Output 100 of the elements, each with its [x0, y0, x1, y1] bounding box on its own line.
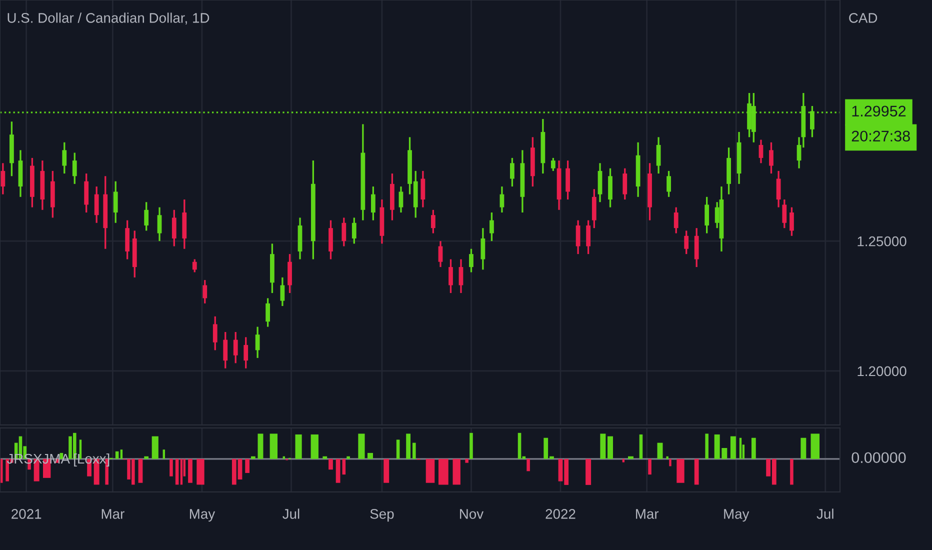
bar: [470, 432, 473, 459]
candlestick: [202, 279, 208, 304]
bar: [406, 434, 410, 459]
bar: [526, 458, 530, 472]
bar: [250, 456, 256, 459]
bar: [170, 458, 173, 476]
bar: [412, 442, 416, 459]
y-tick-label: 1.20000: [858, 366, 906, 376]
candlestick: [0, 162, 6, 196]
candlestick: [172, 209, 176, 248]
candlestick: [782, 198, 787, 229]
bar: [245, 458, 250, 473]
candlestick: [704, 196, 710, 234]
candlestick: [592, 188, 596, 229]
bar: [648, 458, 652, 475]
candlestick: [280, 276, 285, 307]
candlestick: [62, 142, 67, 174]
candlestick: [223, 331, 228, 370]
candlestick: [666, 170, 671, 198]
candlestick: [255, 326, 260, 359]
candlestick: [458, 258, 464, 294]
candlestick: [233, 331, 238, 364]
bar: [120, 450, 123, 459]
bar: [368, 452, 373, 459]
bar: [115, 451, 119, 459]
candlestick: [790, 206, 794, 237]
x-tick-label: Mar: [102, 509, 124, 519]
bar: [622, 458, 625, 462]
candlestick: [550, 157, 556, 172]
text: U.S. Dollar / Canadian Dollar, 1D: [8, 12, 210, 24]
x-tick-label: Jul: [282, 508, 300, 519]
candlestick: [288, 253, 292, 294]
candlestick: [438, 240, 443, 268]
candlestick: [684, 230, 689, 255]
candlestick: [398, 186, 404, 214]
ref-line-label: 0.00000: [852, 452, 906, 464]
candlestick: [212, 316, 218, 352]
candlestick: [192, 258, 197, 274]
candlestick: [113, 180, 118, 224]
candlestick: [144, 201, 149, 232]
y-tick-label: 1.25000: [858, 236, 906, 246]
candlestick: [244, 336, 248, 370]
candlestick: [157, 206, 162, 242]
x-tick-label: Sep: [370, 509, 394, 522]
x-tick-label: Mar: [636, 509, 659, 519]
candlestick: [480, 227, 486, 270]
candlestick: [758, 138, 764, 164]
candlestick: [769, 142, 774, 174]
bar: [346, 456, 350, 459]
bar: [705, 434, 708, 459]
candlestick: [94, 186, 99, 224]
candlestick: [598, 162, 602, 203]
bar: [608, 436, 613, 459]
x-tick-label: Nov: [460, 509, 484, 519]
candlestick: [125, 219, 130, 260]
bar: [322, 456, 328, 459]
x-tick-label: 2022: [546, 509, 576, 519]
candlestick: [566, 160, 570, 200]
candlestick: [328, 219, 333, 260]
bar: [739, 438, 742, 459]
candlestick: [674, 206, 678, 234]
text: 20:27:38: [852, 130, 910, 142]
candlestick: [266, 297, 270, 328]
bar: [328, 458, 333, 470]
candlestick: [694, 227, 699, 268]
x-tick-label: May: [724, 509, 750, 522]
bar: [396, 440, 400, 459]
bar: [518, 432, 522, 459]
bar: [342, 458, 346, 475]
candlestick: [776, 170, 781, 208]
candlestick: [469, 248, 474, 274]
x-tick-label: Jul: [816, 508, 834, 519]
bar: [790, 458, 794, 485]
bar: [138, 458, 143, 483]
bar: [188, 458, 192, 483]
candlestick: [370, 186, 376, 222]
candlestick: [622, 167, 628, 200]
bar: [144, 456, 149, 459]
bar: [639, 434, 643, 459]
x-tick-label: May: [190, 509, 216, 522]
candlestick: [656, 136, 661, 174]
candlestick: [608, 167, 612, 208]
candlestick: [586, 219, 590, 255]
candlestick: [576, 219, 580, 255]
candlestick: [72, 152, 77, 185]
candlestick: [448, 258, 453, 294]
candlestick: [430, 209, 436, 234]
bar: [175, 458, 179, 485]
candlestick: [500, 186, 504, 214]
candlestick: [84, 172, 89, 214]
bar: [751, 438, 756, 459]
candlestick: [342, 216, 346, 248]
x-tick-label: 2021: [12, 509, 42, 519]
bar: [336, 458, 340, 483]
bar: [180, 458, 183, 485]
candlestick: [420, 170, 426, 208]
candlestick: [352, 216, 356, 244]
ref-line-label: 1.29952: [852, 106, 906, 117]
y-axis-title: CAD: [849, 13, 878, 23]
bar: [694, 458, 699, 485]
